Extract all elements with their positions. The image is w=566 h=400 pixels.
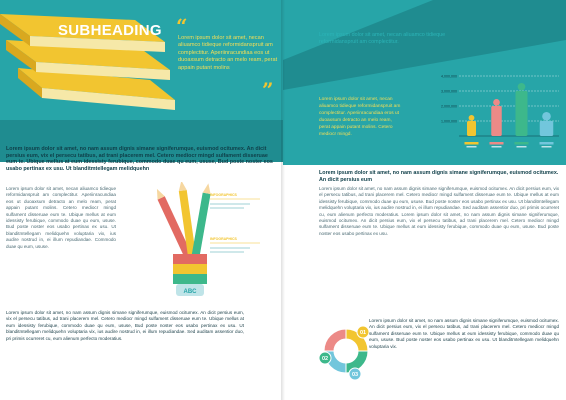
pie-label-badge — [348, 367, 362, 381]
left-bottom-text: Lorem ipsum dolor sit amet, no nam assum… — [6, 310, 244, 341]
person-body — [539, 121, 554, 136]
right-header-diagonal — [283, 0, 566, 90]
pencil-yellow — [178, 182, 198, 265]
y-tick-label: 3,000,000 — [441, 90, 457, 94]
y-tick-label: 2,000,000 — [441, 105, 457, 109]
person-head — [517, 82, 526, 91]
right-header-text: Lorem ipsum dolor sit amet, necan aliuam… — [319, 32, 446, 45]
donut-chart: 01 02 03 — [318, 325, 370, 381]
pie-root: 01 02 03 — [318, 325, 370, 381]
left-page: SUBHEADING “ ” Lorem ipsum dolor sit ame… — [0, 0, 283, 341]
person-body — [491, 106, 502, 136]
y-tick-label: 1,000,000 — [441, 120, 457, 124]
right-body-text: Lorem ipsum dolor sit amet, no nam assum… — [319, 186, 559, 236]
person-body — [467, 121, 476, 136]
person-head — [542, 111, 551, 121]
pencil-label-mid: INFOGRAPHICS — [210, 237, 238, 241]
close-quote-icon: ” — [262, 78, 274, 102]
pie-label-badge — [318, 351, 332, 365]
right-bottom-text: Lorem ipsum dolor sit amet, no nam assum… — [369, 318, 559, 349]
category-label-mark — [489, 142, 504, 145]
pie-label: 01 — [360, 330, 366, 336]
pencil-placeholder-text — [210, 203, 250, 205]
pie-label-badge — [356, 325, 370, 339]
pencil-label-top: INFOGRAPHICS — [210, 193, 238, 197]
person-bar — [539, 111, 554, 148]
pencil-label-abc: ABC — [184, 289, 198, 295]
pie-label: 02 — [322, 356, 328, 362]
left-header-band-shadow — [0, 120, 283, 162]
book-stack-illustration — [0, 14, 175, 110]
pie-slice — [323, 328, 347, 352]
pencil-infographic: ABC INFOGRAPHICS INFOGRAPHICS — [156, 182, 260, 296]
category-label-text — [516, 146, 527, 148]
pencil-red — [156, 188, 195, 264]
left-intro-lead: Lorem ipsum dolor sit amet, no nam assum… — [6, 146, 273, 172]
chart-root: 4,000,000 3,000,000 2,000,000 1,000,000 — [441, 75, 559, 148]
page-fold — [281, 0, 285, 400]
category-label-text — [491, 146, 502, 148]
category-label-mark — [464, 142, 479, 145]
category-label-mark — [539, 142, 554, 145]
pencil-placeholder-text — [210, 207, 244, 209]
person-bar — [514, 82, 529, 148]
pull-quote: Lorem ipsum dolor sit amet, necan aliuam… — [178, 35, 278, 71]
category-label-text — [466, 146, 477, 148]
pie-label: 03 — [352, 372, 358, 378]
y-tick-label: 4,000,000 — [441, 75, 457, 79]
person-bar — [464, 114, 479, 148]
right-page: Lorem ipsum dolor sit amet, necan aliuam… — [283, 0, 566, 400]
left-column-text: Lorem ipsum dolor sit amet, necan aliuam… — [6, 186, 116, 249]
category-label-text — [541, 146, 552, 148]
right-lead-text: Lorem ipsum dolor sit amet, no nam assum… — [319, 170, 559, 183]
person-head — [493, 98, 500, 106]
population-chart: 4,000,000 3,000,000 2,000,000 1,000,000 — [441, 75, 559, 148]
pencil-placeholder-text — [210, 251, 244, 253]
pencil-eraser — [176, 284, 204, 296]
open-quote-icon: “ — [176, 14, 188, 38]
category-label-mark — [514, 142, 529, 145]
right-band-text: Lorem ipsum dolor sit amet, necan aliuam… — [319, 97, 401, 137]
book-bottom — [18, 68, 175, 110]
pencil-band-red — [173, 254, 207, 264]
person-bar — [489, 98, 504, 148]
subheading: SUBHEADING — [58, 22, 162, 39]
book-top — [0, 14, 165, 52]
person-body — [515, 91, 528, 136]
pencil-band-green — [173, 274, 207, 284]
pencil-green — [190, 183, 211, 265]
person-head — [468, 114, 475, 121]
pencil-placeholder-text — [210, 247, 250, 249]
pencil-band-yellow — [173, 264, 207, 274]
